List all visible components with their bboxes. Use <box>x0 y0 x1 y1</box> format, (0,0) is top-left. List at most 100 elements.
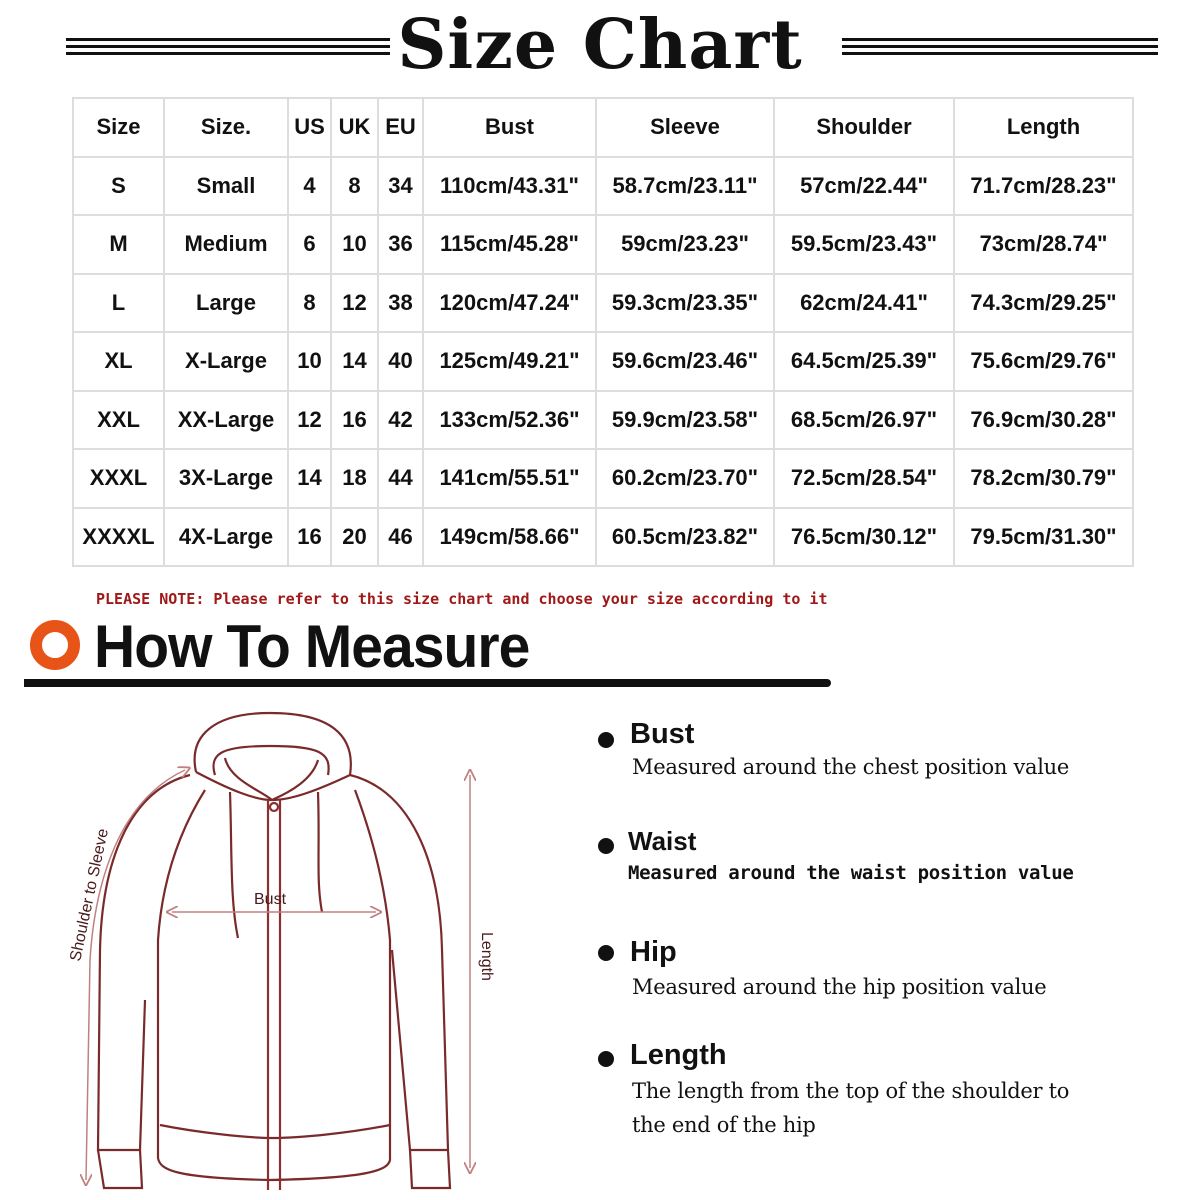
heading-underline <box>24 679 831 687</box>
table-cell: 20 <box>330 506 379 567</box>
table-cell: S <box>72 155 165 216</box>
table-header-cell: Bust <box>422 97 597 158</box>
table-cell: 10 <box>330 214 379 275</box>
table-header-row: Size Size. US UK EU Bust Sleeve Shoulder Length <box>72 97 1134 158</box>
table-header-cell: Sleeve <box>595 97 775 158</box>
table-cell: 62cm/24.41" <box>773 272 955 333</box>
table-cell: 76.9cm/30.28" <box>953 389 1134 450</box>
table-cell: 18 <box>330 448 379 509</box>
table-cell: X-Large <box>163 331 289 392</box>
item-desc: Measured around the waist position value <box>628 862 1074 884</box>
table-cell: 12 <box>330 272 379 333</box>
table-cell: 12 <box>287 389 332 450</box>
table-cell: 59.3cm/23.35" <box>595 272 775 333</box>
bust-label: Bust <box>254 891 287 908</box>
table-cell: 59.6cm/23.46" <box>595 331 775 392</box>
table-header-cell: Size <box>72 97 165 158</box>
table-cell: 72.5cm/28.54" <box>773 448 955 509</box>
table-row: XXXL 3X-Large 14 18 44 141cm/55.51" 60.2cm/23.… <box>72 448 1134 509</box>
table-cell: Large <box>163 272 289 333</box>
table-cell: 133cm/52.36" <box>422 389 597 450</box>
item-desc-2: the end of the hip <box>632 1113 816 1137</box>
table-cell: 44 <box>377 448 424 509</box>
table-cell: 46 <box>377 506 424 567</box>
table-cell: XXXL <box>72 448 165 509</box>
table-row: XXL XX-Large 12 16 42 133cm/52.36" 59.9cm/23.5… <box>72 389 1134 450</box>
table-row: L Large 8 12 38 120cm/47.24" 59.3cm/23.35" 62cm… <box>72 272 1134 333</box>
table-cell: 38 <box>377 272 424 333</box>
table-cell: 68.5cm/26.97" <box>773 389 955 450</box>
table-row: XXXXL 4X-Large 16 20 46 149cm/58.66" 60.5cm/23… <box>72 506 1134 567</box>
hoodie-outline <box>96 711 452 1190</box>
table-cell: 74.3cm/29.25" <box>953 272 1134 333</box>
table-cell: 34 <box>377 155 424 216</box>
table-header-cell: EU <box>377 97 424 158</box>
table-cell: 110cm/43.31" <box>422 155 597 216</box>
table-header-cell: Size. <box>163 97 289 158</box>
table-cell: 141cm/55.51" <box>422 448 597 509</box>
page-title: Size Chart <box>397 5 803 85</box>
measure-heading: How To Measure <box>94 613 530 680</box>
table-header-cell: Shoulder <box>773 97 955 158</box>
table-header-cell: US <box>287 97 332 158</box>
table-cell: 36 <box>377 214 424 275</box>
table-header-cell: UK <box>330 97 379 158</box>
table-cell: XXXXL <box>72 506 165 567</box>
table-cell: 16 <box>287 506 332 567</box>
table-cell: 6 <box>287 214 332 275</box>
item-label: Waist <box>628 826 697 856</box>
table-cell: XX-Large <box>163 389 289 450</box>
table-cell: XXL <box>72 389 165 450</box>
item-desc: The length from the top of the shoulder … <box>632 1079 1070 1103</box>
item-desc: Measured around the hip position value <box>632 975 1047 999</box>
table-cell: 59cm/23.23" <box>595 214 775 275</box>
table-cell: 76.5cm/30.12" <box>773 506 955 567</box>
table-header-cell: Length <box>953 97 1134 158</box>
table-cell: 42 <box>377 389 424 450</box>
table-cell: Medium <box>163 214 289 275</box>
table-cell: 75.6cm/29.76" <box>953 331 1134 392</box>
size-table: Size Size. US UK EU Bust Sleeve Shoulder Length S… <box>72 97 1134 567</box>
table-cell: 16 <box>330 389 379 450</box>
table-cell: 40 <box>377 331 424 392</box>
table-cell: 8 <box>287 272 332 333</box>
length-label: Length <box>478 932 495 981</box>
table-cell: 59.5cm/23.43" <box>773 214 955 275</box>
table-row: M Medium 6 10 36 115cm/45.28" 59cm/23.23" 59.5c… <box>72 214 1134 275</box>
table-cell: 3X-Large <box>163 448 289 509</box>
bullet-icon <box>598 732 614 748</box>
hoodie-diagram: Bust Length Shoulder to Sleeve <box>67 711 495 1190</box>
table-cell: 115cm/45.28" <box>422 214 597 275</box>
table-cell: 58.7cm/23.11" <box>595 155 775 216</box>
table-cell: 4X-Large <box>163 506 289 567</box>
table-cell: 125cm/49.21" <box>422 331 597 392</box>
table-cell: 4 <box>287 155 332 216</box>
item-label: Hip <box>630 936 677 968</box>
table-cell: Small <box>163 155 289 216</box>
shoulder-arrow <box>86 770 185 1180</box>
table-cell: 8 <box>330 155 379 216</box>
bullet-icon <box>598 945 614 961</box>
table-cell: 64.5cm/25.39" <box>773 331 955 392</box>
title-rule-right <box>842 38 1158 58</box>
title-rule-left <box>66 38 390 58</box>
table-cell: 59.9cm/23.58" <box>595 389 775 450</box>
size-note: PLEASE NOTE: Please refer to this size c… <box>96 590 828 608</box>
item-desc: Measured around the chest position value <box>632 755 1070 779</box>
table-cell: M <box>72 214 165 275</box>
table-cell: 120cm/47.24" <box>422 272 597 333</box>
table-cell: 73cm/28.74" <box>953 214 1134 275</box>
table-cell: XL <box>72 331 165 392</box>
item-label: Bust <box>630 718 695 750</box>
bullet-icon <box>598 1051 614 1067</box>
table-row: S Small 4 8 34 110cm/43.31" 58.7cm/23.11" 57cm/… <box>72 155 1134 216</box>
bullet-icon <box>598 838 614 854</box>
item-label: Length <box>630 1039 727 1071</box>
table-cell: 71.7cm/28.23" <box>953 155 1134 216</box>
table-cell: 10 <box>287 331 332 392</box>
table-cell: 57cm/22.44" <box>773 155 955 216</box>
table-cell: L <box>72 272 165 333</box>
table-cell: 60.2cm/23.70" <box>595 448 775 509</box>
table-cell: 14 <box>330 331 379 392</box>
table-cell: 149cm/58.66" <box>422 506 597 567</box>
